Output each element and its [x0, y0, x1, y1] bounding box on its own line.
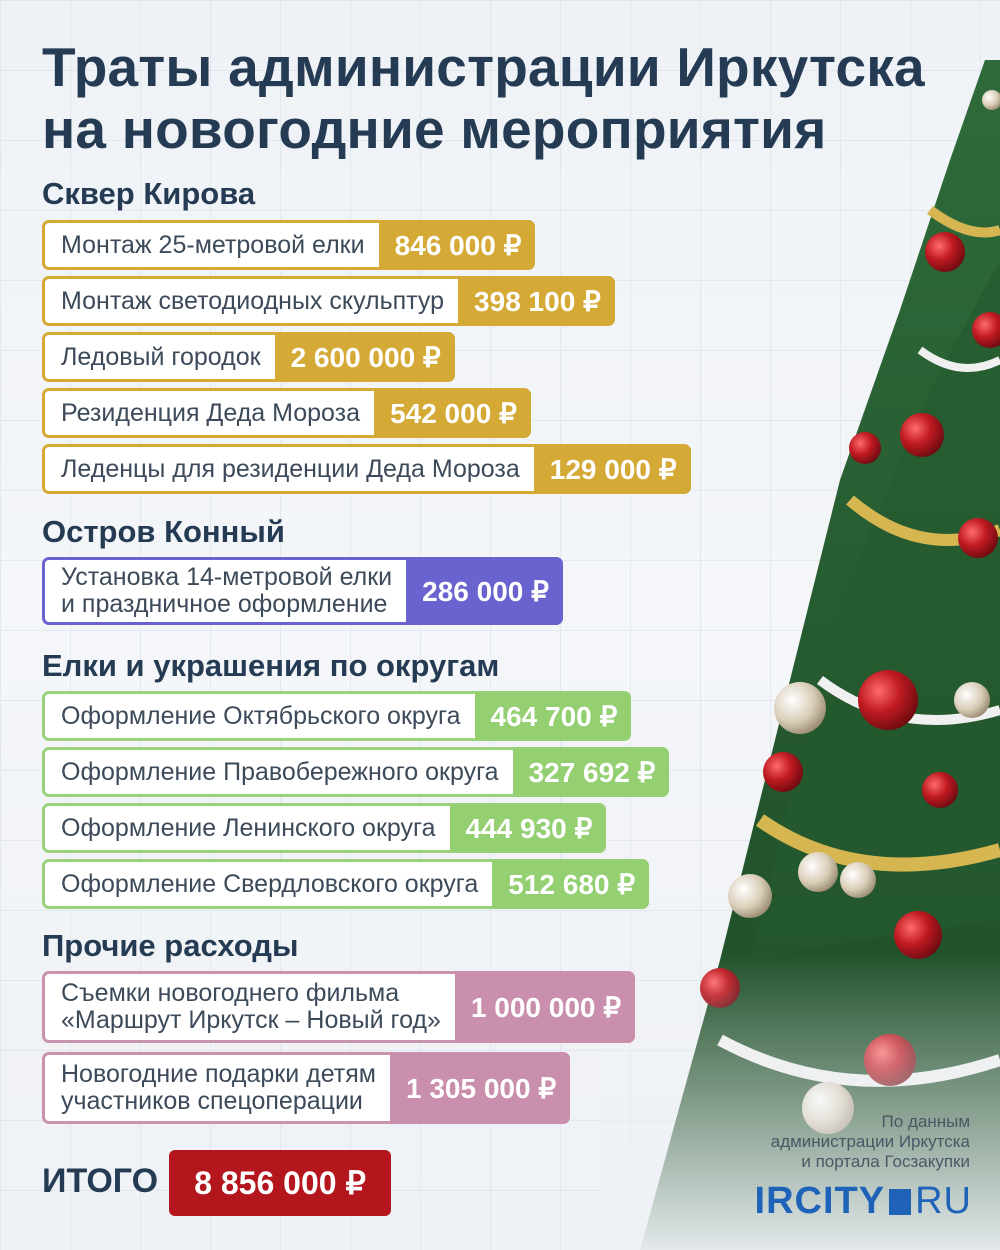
- item-amount: 286 000 ₽: [406, 557, 563, 625]
- section-title-other: Прочие расходы: [42, 928, 299, 963]
- total-label: ИТОГО: [42, 1162, 159, 1200]
- item-label: Оформление Ленинского округа: [61, 814, 436, 842]
- list-item: Оформление Ленинского округа 444 930 ₽: [42, 803, 607, 853]
- item-label-line-2: и праздничное оформление: [61, 590, 388, 618]
- item-amount: 398 100 ₽: [458, 276, 615, 326]
- logo-text-right: RU: [915, 1180, 972, 1222]
- list-item: Монтаж светодиодных скульптур 398 100 ₽: [42, 276, 615, 326]
- item-label: Установка 14-метровой елки и праздничное…: [45, 560, 406, 622]
- list-item: Съемки новогоднего фильма «Маршрут Иркут…: [42, 971, 636, 1043]
- source-line-2: администрации Иркутска: [770, 1132, 970, 1151]
- item-amount: 512 680 ₽: [492, 859, 650, 909]
- item-label-line-2: «Маршрут Иркутск – Новый год»: [61, 1006, 441, 1034]
- list-item: Ледовый городок 2 600 000 ₽: [42, 332, 455, 382]
- christmas-tree-image: [600, 60, 1000, 1250]
- list-item: Установка 14-метровой елки и праздничное…: [42, 557, 563, 625]
- item-label-line-1: Новогодние подарки детям: [61, 1060, 376, 1088]
- item-amount: 129 000 ₽: [533, 444, 691, 494]
- list-item: Резиденция Деда Мороза 542 000 ₽: [42, 388, 531, 438]
- list-item: Монтаж 25-метровой елки 846 000 ₽: [42, 220, 536, 270]
- item-label: Новогодние подарки детям участников спец…: [45, 1055, 390, 1121]
- item-label: Оформление Свердловского округа: [61, 870, 479, 898]
- item-label: Монтаж светодиодных скульптур: [61, 287, 445, 315]
- title-line-1: Траты администрации Иркутска: [42, 36, 925, 98]
- list-item: Новогодние подарки детям участников спец…: [42, 1052, 571, 1124]
- item-label-line-1: Съемки новогоднего фильма: [61, 979, 400, 1007]
- page-title: Траты администрации Иркутска на новогодн…: [42, 36, 982, 160]
- list-item: Леденцы для резиденции Деда Мороза 129 0…: [42, 444, 691, 494]
- item-amount: 327 692 ₽: [512, 747, 670, 797]
- list-item: Оформление Свердловского округа 512 680 …: [42, 859, 650, 909]
- item-label: Резиденция Деда Мороза: [61, 399, 361, 427]
- source-line-1: По данным: [881, 1112, 970, 1131]
- list-item: Оформление Правобережного округа 327 692…: [42, 747, 670, 797]
- section-title-kirov: Сквер Кирова: [42, 176, 256, 211]
- source-line-3: и портала Госзакупки: [801, 1152, 970, 1171]
- logo-text-left: IRCITY: [754, 1180, 886, 1222]
- item-label: Оформление Октябрьского округа: [61, 702, 461, 730]
- item-amount: 846 000 ₽: [378, 220, 536, 270]
- section-title-okruga: Елки и украшения по округам: [42, 648, 500, 683]
- item-label: Леденцы для резиденции Деда Мороза: [61, 455, 520, 483]
- item-amount: 542 000 ₽: [374, 388, 531, 438]
- item-label-line-1: Установка 14-метровой елки: [61, 563, 393, 591]
- item-label: Монтаж 25-метровой елки: [61, 231, 365, 259]
- list-item: Оформление Октябрьского округа 464 700 ₽: [42, 691, 632, 741]
- ircity-logo[interactable]: IRCITY RU: [755, 1180, 972, 1223]
- title-line-2: на новогодние мероприятия: [42, 98, 827, 160]
- item-label: Ледовый городок: [61, 343, 261, 371]
- item-amount: 444 930 ₽: [449, 803, 607, 853]
- item-amount: 1 000 000 ₽: [454, 971, 636, 1043]
- item-amount: 1 305 000 ₽: [389, 1052, 571, 1124]
- source-note: По данным администрации Иркутска и порта…: [771, 1112, 970, 1172]
- logo-square-icon: [889, 1188, 912, 1215]
- item-amount: 2 600 000 ₽: [274, 332, 455, 382]
- item-amount: 464 700 ₽: [474, 691, 632, 741]
- item-label-line-2: участников спецоперации: [61, 1087, 363, 1115]
- section-title-konny: Остров Конный: [42, 514, 285, 549]
- item-label: Съемки новогоднего фильма «Маршрут Иркут…: [45, 974, 455, 1040]
- item-label: Оформление Правобережного округа: [61, 758, 499, 786]
- total-amount: 8 856 000 ₽: [169, 1150, 391, 1216]
